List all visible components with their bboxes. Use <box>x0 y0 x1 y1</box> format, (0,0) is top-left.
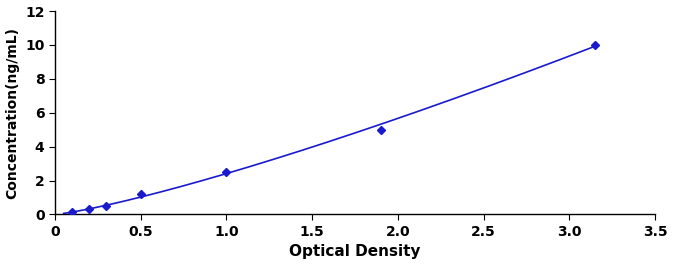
Y-axis label: Concentration(ng/mL): Concentration(ng/mL) <box>5 27 20 199</box>
X-axis label: Optical Density: Optical Density <box>289 244 421 259</box>
